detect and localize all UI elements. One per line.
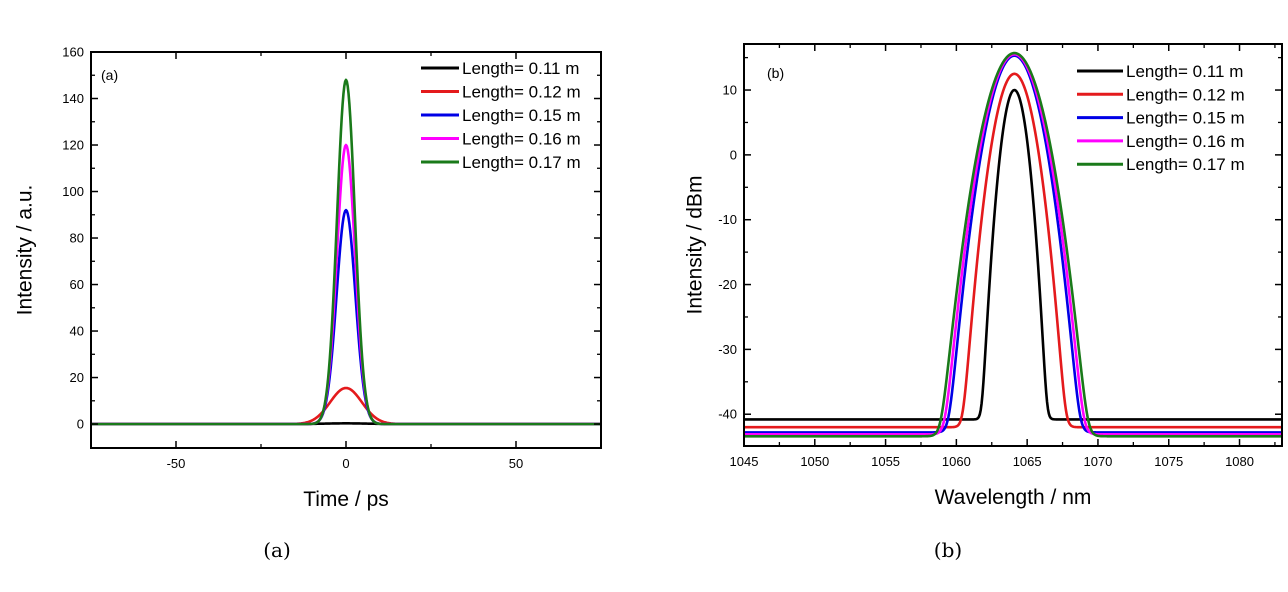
chart-b-series-line-1 [744,72,1282,429]
chart-b-legend-label-1: Length= 0.12 m [1126,85,1245,104]
chart-b-x-tick-label: 1065 [1013,454,1042,469]
chart-b-y-tick-label: -20 [718,277,737,292]
chart-a-x-axis-title: Time / ps [303,488,389,511]
chart-b-ticks: 1045 1050 1055 1060 1065 1070 1075 1080 -40 -30 -2… [718,44,1282,469]
chart-a-y-tick-label: 120 [62,138,84,153]
chart-a-legend-label-0: Length= 0.11 m [462,59,579,78]
chart-b-series-line-0 [744,88,1282,421]
chart-a-series-line-1 [91,386,601,426]
chart-b-x-tick-label: 1055 [871,454,900,469]
chart-a-series-line-4 [91,78,601,426]
chart-b-x-tick-label: 1050 [800,454,829,469]
chart-a-ticks: -50 0 50 0 20 40 60 80 100 120 140 160 [62,45,602,471]
chart-a-y-tick-label: 20 [70,370,84,385]
chart-b-y-tick-label: -10 [718,212,737,227]
chart-b-series-line-4 [744,51,1282,438]
chart-b-y-tick-label: 10 [723,83,737,98]
chart-a-x-tick-label: 50 [509,456,523,471]
chart-b-x-axis-title: Wavelength / nm [935,486,1092,509]
chart-a-legend-label-3: Length= 0.16 m [462,130,581,149]
chart-b-panel-tag: (b) [767,65,784,81]
chart-b-legend: Length= 0.11 m Length= 0.12 m Length= 0.15… [1077,62,1245,174]
chart-a-y-tick-label: 160 [62,45,84,60]
chart-a-y-tick-label: 0 [77,417,84,432]
chart-b-legend-label-0: Length= 0.11 m [1126,62,1243,81]
chart-a-y-tick-label: 40 [70,324,84,339]
chart-b-x-tick-label: 1075 [1154,454,1183,469]
chart-b-curves [744,51,1282,438]
chart-b-y-tick-label: -30 [718,342,737,357]
chart-a-y-axis-title: Intensity / a.u. [13,185,36,316]
chart-a-y-tick-label: 80 [70,231,84,246]
chart-a-x-tick-label: 0 [342,456,349,471]
chart-a-legend-label-4: Length= 0.17 m [462,153,581,172]
chart-b-y-tick-label: 0 [730,147,737,162]
chart-a-panel-tag: (a) [101,67,118,83]
chart-b-x-tick-label: 1070 [1083,454,1112,469]
chart-b-x-tick-label: 1060 [942,454,971,469]
chart-a-legend-label-1: Length= 0.12 m [462,83,581,102]
chart-b-x-tick-label: 1045 [730,454,759,469]
chart-b-legend-label-3: Length= 0.16 m [1126,132,1245,151]
chart-a-caption: (a) [263,538,291,562]
chart-b-y-axis-title: Intensity / dBm [683,176,706,315]
chart-b-legend-label-4: Length= 0.17 m [1126,155,1245,174]
chart-a-y-tick-label: 100 [62,184,84,199]
chart-a-series-line-2 [91,208,601,426]
chart-a-y-tick-label: 140 [62,91,84,106]
chart-a-legend-label-2: Length= 0.15 m [462,106,581,125]
chart-a-legend: Length= 0.11 m Length= 0.12 m Length= 0.15… [421,59,581,172]
chart-a-series-line-3 [91,143,601,426]
chart-b-legend-label-2: Length= 0.15 m [1126,109,1245,128]
chart-a-x-tick-label: -50 [167,456,186,471]
chart-b-y-tick-label: -40 [718,407,737,422]
chart-a: -50 0 50 0 20 40 60 80 100 120 140 160 (a) Length= … [13,45,602,562]
chart-a-y-tick-label: 60 [70,277,84,292]
chart-b-caption: (b) [934,538,962,562]
chart-a-curves [91,78,601,426]
chart-b: 1045 1050 1055 1060 1065 1070 1075 1080 -40 -30 -2… [683,43,1283,562]
chart-b-x-tick-label: 1080 [1225,454,1254,469]
chart-b-plot-frame [743,43,1283,447]
